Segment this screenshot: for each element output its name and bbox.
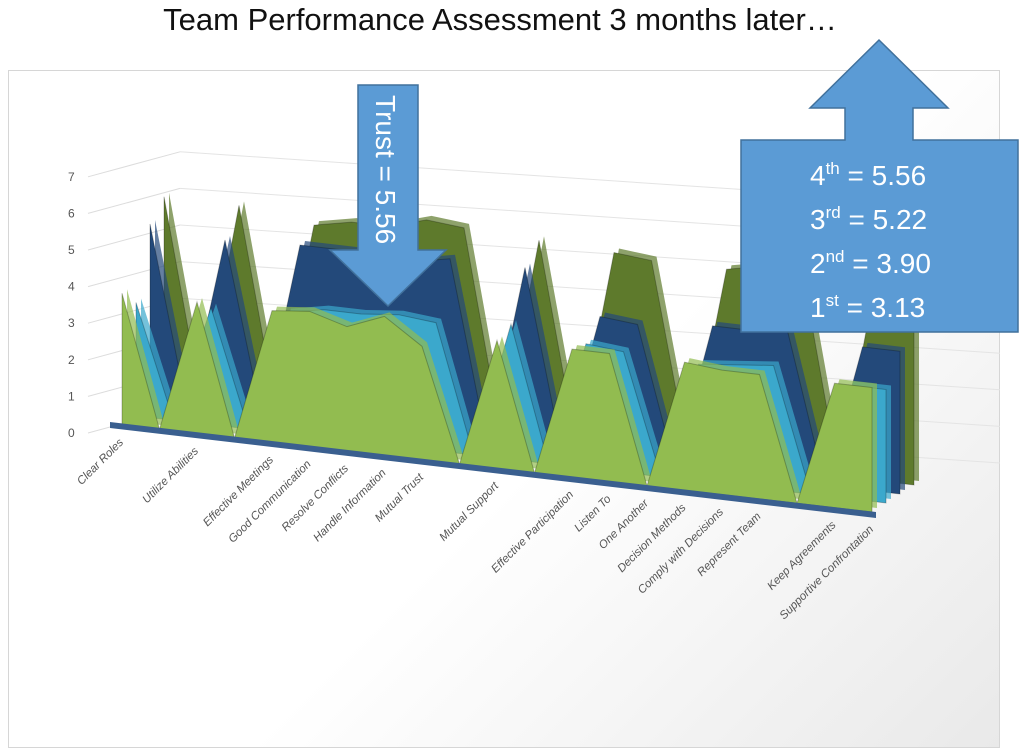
y-tick-label: 0 xyxy=(68,426,75,440)
series-3-area xyxy=(121,293,873,513)
rank-1: 1st = 3.13 xyxy=(810,291,925,323)
y-tick-label: 1 xyxy=(68,389,75,403)
gridline-side xyxy=(87,151,181,178)
y-tick-label: 4 xyxy=(68,280,75,294)
slide-title: Team Performance Assessment 3 months lat… xyxy=(163,2,837,37)
y-tick-label: 3 xyxy=(68,316,75,330)
ranks-up-arrow: 4th = 5.56 3rd = 5.22 2nd = 3.90 1st = 3… xyxy=(740,38,1019,333)
gridline-side xyxy=(87,187,181,214)
y-tick-label: 5 xyxy=(68,243,75,257)
y-tick-label: 7 xyxy=(68,170,75,184)
trust-label: Trust = 5.56 xyxy=(370,95,401,244)
rank-3: 3rd = 5.22 xyxy=(810,203,927,235)
y-tick-label: 2 xyxy=(68,353,75,367)
rank-2: 2nd = 3.90 xyxy=(810,247,931,279)
y-tick-label: 6 xyxy=(68,206,75,220)
rank-4: 4th = 5.56 xyxy=(810,159,926,191)
category-axis-floor xyxy=(110,422,876,518)
trust-down-arrow: Trust = 5.56 xyxy=(328,84,448,308)
